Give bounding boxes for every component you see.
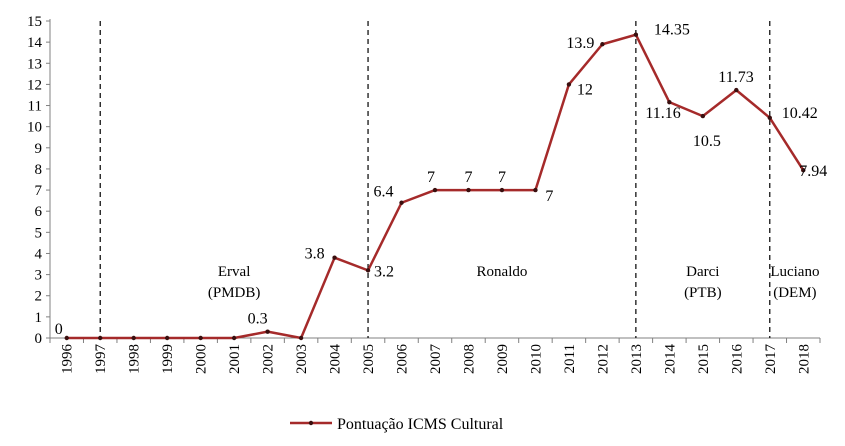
x-tick-label: 2002 <box>261 344 277 374</box>
data-point <box>332 255 337 260</box>
y-tick-label: 12 <box>27 77 42 93</box>
y-tick-label: 11 <box>28 99 42 115</box>
data-label: 7 <box>545 188 553 205</box>
y-tick-label: 5 <box>35 225 43 241</box>
data-label: 0 <box>55 321 63 338</box>
y-tick-label: 2 <box>35 289 43 305</box>
x-tick-label: 1999 <box>160 344 176 374</box>
data-point <box>533 187 538 193</box>
y-tick-label: 14 <box>27 35 43 51</box>
data-label: 14.35 <box>654 22 690 39</box>
x-tick-label: 2003 <box>294 344 310 374</box>
data-point <box>767 115 772 120</box>
period-dividers <box>99 21 771 338</box>
data-point <box>466 187 471 193</box>
y-tick-label: 1 <box>35 310 43 326</box>
y-tick-label: 0 <box>35 331 43 347</box>
y-tick-label: 7 <box>35 183 43 199</box>
x-tick-label: 2017 <box>763 344 779 375</box>
data-point <box>633 32 639 37</box>
data-point <box>164 335 170 341</box>
legend-label: Pontuação ICMS Cultural <box>337 416 504 433</box>
data-point <box>198 335 203 341</box>
x-tick-label: 2006 <box>395 344 411 375</box>
y-tick-label: 6 <box>35 204 43 220</box>
period-labels: Erval (PMDB) Ronaldo Darci (PTB) Luciano (DEM) <box>208 264 820 301</box>
x-tick-label: 2013 <box>629 344 645 374</box>
data-point <box>231 335 237 341</box>
y-tick-label: 3 <box>35 268 43 284</box>
data-label: 0.3 <box>248 311 268 328</box>
data-point <box>64 335 69 341</box>
data-label: 11.73 <box>718 69 753 86</box>
x-tick-label: 2018 <box>796 344 812 374</box>
y-tick-label: 13 <box>27 56 42 72</box>
period-label: Darci <box>686 264 719 280</box>
series-layer <box>64 32 806 341</box>
x-tick-label: 2016 <box>729 344 745 375</box>
data-point <box>399 200 404 205</box>
x-tick-label: 2004 <box>328 344 344 375</box>
data-label: 12 <box>577 81 593 98</box>
data-label: 3.8 <box>305 246 325 263</box>
data-point <box>801 168 806 173</box>
x-tick-label: 2005 <box>361 344 377 374</box>
period-label: Ronaldo <box>477 264 528 280</box>
y-tick-label: 8 <box>35 162 43 178</box>
legend: Pontuação ICMS Cultural <box>290 416 504 433</box>
y-tick-label: 15 <box>27 14 42 30</box>
data-label: 10.42 <box>782 105 818 122</box>
y-tick-label: 9 <box>35 141 43 157</box>
x-tick-label: 2012 <box>595 344 611 374</box>
period-label: (DEM) <box>773 285 816 301</box>
data-label: 13.9 <box>566 35 594 52</box>
x-tick-label: 2009 <box>495 344 511 374</box>
data-point <box>499 187 505 193</box>
data-label: 7 <box>427 169 435 186</box>
period-label: (PTB) <box>684 285 722 301</box>
x-tick-label: 2001 <box>227 344 243 374</box>
x-tick-label: 2008 <box>461 344 477 374</box>
x-tick-label: 1998 <box>127 344 143 374</box>
data-point <box>566 82 572 87</box>
x-tick-label: 1997 <box>93 344 109 375</box>
data-label: 11.16 <box>645 105 680 122</box>
x-tick-label: 1996 <box>60 344 76 375</box>
period-label: Erval <box>218 264 250 280</box>
data-point <box>298 335 304 341</box>
y-tick-label: 10 <box>27 120 42 136</box>
data-label: 7.94 <box>799 163 827 180</box>
x-tick-label: 2007 <box>428 344 444 375</box>
x-tick-label: 2011 <box>562 344 578 373</box>
data-label: 3.2 <box>374 263 394 280</box>
period-label: Luciano <box>770 264 819 280</box>
data-point <box>600 42 605 47</box>
data-point <box>365 268 371 273</box>
x-tick-label: 2010 <box>528 344 544 374</box>
data-label: 7 <box>498 169 506 186</box>
x-tick-label: 2015 <box>696 344 712 374</box>
data-label: 7 <box>464 169 472 186</box>
y-tick-label: 4 <box>35 246 43 262</box>
legend-marker <box>308 420 314 426</box>
data-label: 10.5 <box>693 133 721 150</box>
x-tick-label: 2000 <box>194 344 210 374</box>
data-point <box>131 335 136 341</box>
data-point <box>734 87 739 93</box>
x-tick-label: 2014 <box>662 344 678 375</box>
data-label: 6.4 <box>374 184 394 201</box>
data-labels: 0 0.3 3.8 3.2 6.4 7 7 7 7 12 13.9 14.35 11.16 10.5 11.… <box>55 22 828 338</box>
period-label: (PMDB) <box>208 285 261 301</box>
data-point <box>432 187 438 193</box>
data-point <box>265 329 270 334</box>
data-point <box>700 113 706 119</box>
data-point <box>98 335 103 341</box>
data-point <box>667 99 672 105</box>
